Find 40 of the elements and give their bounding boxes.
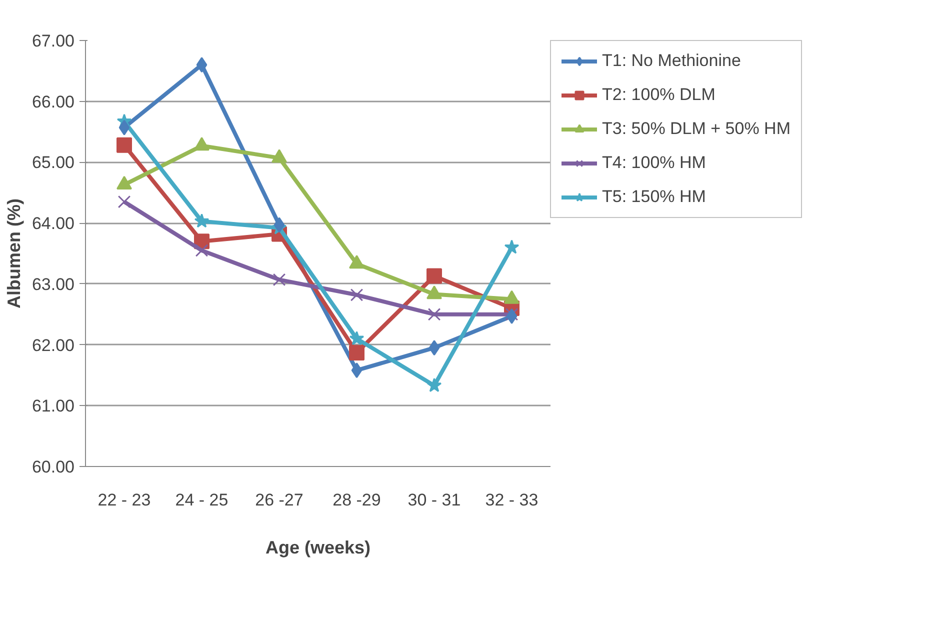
point — [426, 268, 442, 284]
y-tick-label: 61.00 — [32, 396, 75, 416]
y-tick-label: 62.00 — [32, 336, 75, 355]
x-tick-label: 28 -29 — [332, 490, 381, 510]
point — [426, 378, 442, 392]
x-tick-label: 32 - 33 — [485, 490, 538, 510]
y-tick-label: 67.00 — [32, 32, 75, 50]
x-tick-label: 22 - 23 — [98, 490, 151, 510]
point — [116, 137, 132, 153]
point — [349, 344, 364, 360]
point — [504, 240, 520, 254]
x-tick-label: 30 - 31 — [408, 490, 461, 510]
point — [194, 213, 210, 228]
y-tick-label: 63.00 — [32, 274, 75, 294]
x-tick-label: 26 -27 — [255, 490, 304, 510]
legend-label: T1: No Methionine — [602, 51, 741, 71]
point — [274, 217, 285, 233]
x-axis-title: Age (weeks) — [265, 538, 371, 558]
point — [506, 308, 518, 324]
legend-label: T2: 100% DLM — [602, 85, 716, 105]
point — [195, 244, 208, 257]
point — [196, 57, 208, 73]
point — [118, 120, 130, 136]
point — [272, 273, 286, 286]
y-tick-label: 64.00 — [32, 214, 75, 234]
legend-label: T3: 50% DLM + 50% HM — [602, 119, 790, 139]
legend-label: T4: 100% HM — [602, 153, 706, 173]
point — [349, 330, 364, 346]
point — [428, 308, 441, 321]
point — [428, 340, 440, 356]
point — [505, 308, 518, 321]
legend-label: T5: 150% HM — [602, 187, 706, 207]
point — [118, 195, 131, 208]
y-tick-label: 60.00 — [32, 458, 75, 476]
point — [350, 288, 364, 302]
y-axis-title: Albumen (%) — [4, 198, 24, 308]
y-tick-label: 66.00 — [32, 92, 75, 112]
y-tick-label: 65.00 — [32, 153, 75, 172]
point — [351, 362, 362, 378]
x-tick-label: 24 - 25 — [175, 490, 228, 510]
